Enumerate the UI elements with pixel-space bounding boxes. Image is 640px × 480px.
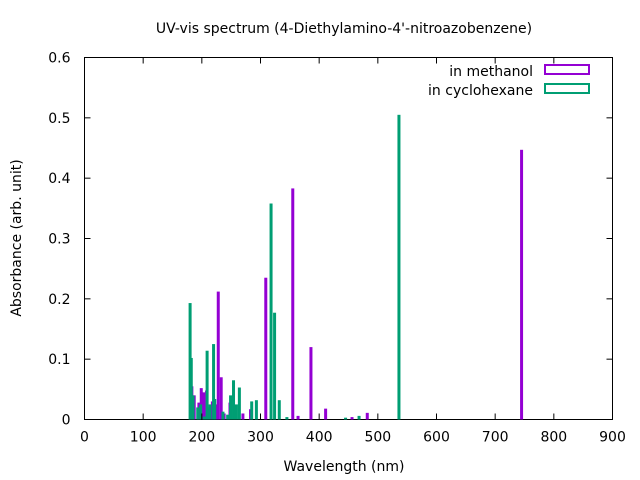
- bar-cyclohexane-4: [199, 404, 203, 420]
- y-tick-label-2: 0.2: [48, 292, 70, 308]
- x-tick-label-8: 800: [540, 430, 567, 446]
- bar-methanol-23: [520, 149, 524, 420]
- bar-cyclohexane-19: [273, 312, 277, 420]
- bar-cyclohexane-7: [208, 404, 212, 420]
- bar-methanol-20: [324, 408, 328, 420]
- bar-cyclohexane-20: [277, 400, 281, 420]
- bar-cyclohexane-5: [202, 416, 206, 420]
- bar-cyclohexane-12: [229, 395, 233, 420]
- bar-methanol-21: [350, 417, 354, 420]
- bar-methanol-18: [296, 415, 300, 420]
- y-tick-label-6: 0.6: [48, 51, 70, 67]
- bar-methanol-14: [241, 413, 245, 420]
- y-tick-label-1: 0.1: [48, 352, 70, 368]
- x-tick-label-3: 300: [247, 430, 274, 446]
- bar-methanol-10: [219, 377, 223, 420]
- x-tick-label-7: 700: [482, 430, 509, 446]
- plot-area-frame: [84, 57, 613, 420]
- bar-cyclohexane-6: [205, 350, 209, 420]
- bar-cyclohexane-1: [189, 357, 193, 420]
- bar-cyclohexane-17: [254, 400, 258, 420]
- x-tick-label-6: 600: [423, 430, 450, 446]
- legend-swatch-methanol: [544, 64, 590, 75]
- x-tick-label-5: 500: [364, 430, 391, 446]
- bar-methanol-4: [202, 392, 206, 420]
- bar-methanol-22: [365, 412, 369, 420]
- bar-cyclohexane-10: [221, 411, 225, 420]
- y-tick-label-3: 0.3: [48, 232, 70, 248]
- x-axis-ticks: 0 100 200 300 400 500 600 700 800 900: [80, 57, 626, 446]
- bar-cyclohexane-23: [357, 415, 361, 420]
- legend-label-methanol: in methanol: [449, 64, 533, 80]
- bar-methanol-17: [291, 188, 295, 420]
- bar-cyclohexane-14: [234, 404, 238, 420]
- x-tick-label-2: 200: [188, 430, 215, 446]
- y-tick-label-4: 0.4: [48, 171, 70, 187]
- bar-methanol-16: [264, 277, 268, 420]
- bar-cyclohexane-24: [397, 114, 401, 420]
- x-tick-label-0: 0: [80, 430, 89, 446]
- bar-methanol-19: [309, 347, 313, 420]
- bar-cyclohexane-21: [285, 417, 289, 420]
- bar-cyclohexane-8: [212, 344, 216, 420]
- bar-marks: [188, 114, 524, 420]
- x-axis-label: Wavelength (nm): [284, 459, 405, 475]
- bar-cyclohexane-3: [196, 407, 200, 420]
- chart-title: UV-vis spectrum (4-Diethylamino-4'-nitro…: [156, 21, 532, 37]
- bar-cyclohexane-11: [226, 414, 230, 420]
- bar-cyclohexane-22: [344, 417, 348, 420]
- x-tick-label-4: 400: [306, 430, 333, 446]
- y-tick-label-5: 0.5: [48, 111, 70, 127]
- bar-cyclohexane-9: [213, 398, 217, 420]
- bar-cyclohexane-16: [250, 401, 254, 420]
- y-axis-label: Absorbance (arb. unit): [9, 159, 25, 316]
- legend-swatch-cyclohexane: [544, 83, 590, 94]
- x-tick-label-9: 900: [599, 430, 626, 446]
- bar-methanol-9: [216, 291, 220, 420]
- bar-cyclohexane-15: [237, 387, 241, 420]
- bar-cyclohexane-2: [191, 395, 195, 420]
- legend-label-cyclohexane: in cyclohexane: [428, 83, 533, 99]
- bar-cyclohexane-13: [232, 380, 236, 420]
- legend: in methanol in cyclohexane: [428, 64, 590, 99]
- y-tick-label-0: 0: [62, 413, 71, 429]
- bar-methanol-3: [199, 388, 203, 420]
- x-tick-label-1: 100: [130, 430, 157, 446]
- bar-cyclohexane-18: [269, 203, 273, 420]
- y-axis-ticks: 0 0.1 0.2 0.3 0.4 0.5 0.6: [48, 51, 613, 429]
